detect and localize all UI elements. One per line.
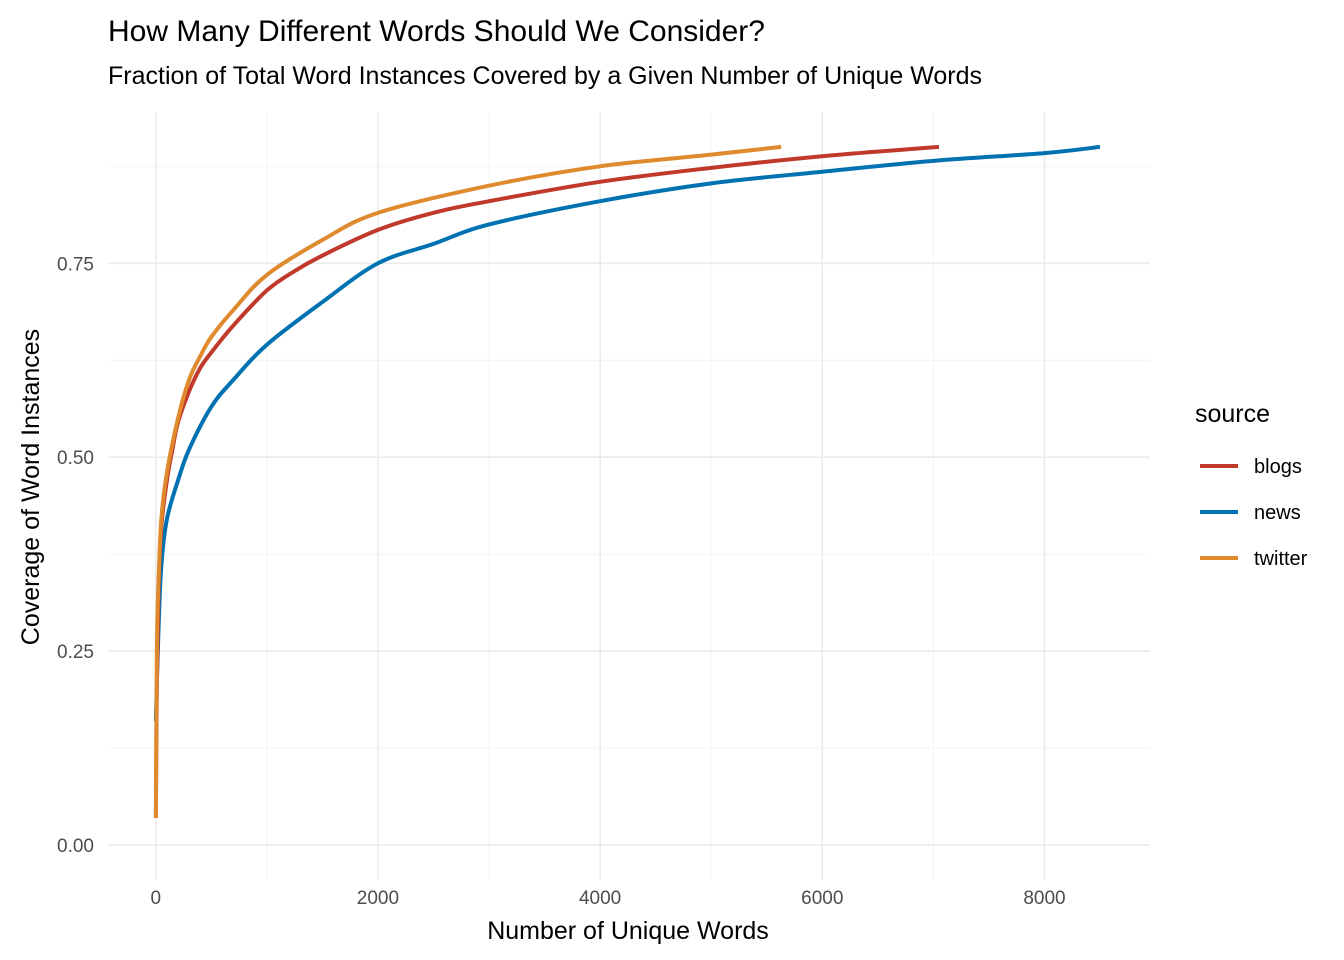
series-line-twitter — [153, 144, 782, 818]
series-line-blogs — [153, 144, 940, 818]
x-axis-title: Number of Unique Words — [487, 917, 769, 945]
minor-gridlines — [108, 112, 1150, 880]
x-tick-label: 8000 — [1023, 888, 1065, 909]
y-axis-title: Coverage of Word Instances — [17, 329, 45, 645]
x-axis-ticks: 0 2000 4000 6000 8000 — [150, 888, 1065, 909]
y-tick-label: 0.00 — [57, 836, 94, 857]
y-tick-label: 0.50 — [57, 448, 94, 469]
x-tick-label: 2000 — [357, 888, 399, 909]
series-line-news — [153, 144, 1101, 722]
legend: source blogs news twitter — [1195, 400, 1308, 570]
chart-title: How Many Different Words Should We Consi… — [108, 15, 765, 48]
y-tick-label: 0.25 — [57, 642, 94, 663]
x-tick-label: 6000 — [801, 888, 843, 909]
legend-label-blogs: blogs — [1254, 456, 1302, 478]
chart-subtitle: Fraction of Total Word Instances Covered… — [108, 62, 982, 90]
series-lines — [153, 144, 1101, 818]
major-gridlines — [108, 112, 1150, 880]
y-axis-ticks: 0.00 0.25 0.50 0.75 — [57, 254, 94, 857]
legend-label-twitter: twitter — [1254, 548, 1308, 570]
x-tick-label: 0 — [150, 888, 161, 909]
legend-title: source — [1195, 400, 1270, 428]
legend-items: blogs news twitter — [1200, 456, 1308, 570]
legend-label-news: news — [1254, 502, 1301, 524]
x-tick-label: 4000 — [579, 888, 621, 909]
y-tick-label: 0.75 — [57, 254, 94, 275]
